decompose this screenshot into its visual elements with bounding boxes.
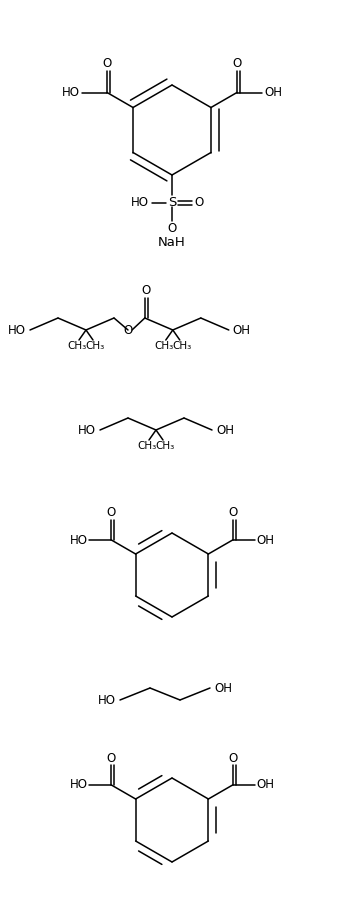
Text: HO: HO: [8, 323, 26, 337]
Text: OH: OH: [257, 534, 275, 547]
Text: CH₃: CH₃: [137, 441, 157, 451]
Text: OH: OH: [233, 323, 251, 337]
Text: O: O: [124, 323, 132, 337]
Text: CH₃: CH₃: [172, 341, 191, 351]
Text: NaH: NaH: [158, 235, 186, 249]
Text: OH: OH: [214, 682, 232, 695]
Text: HO: HO: [98, 694, 116, 706]
Text: OH: OH: [264, 86, 282, 99]
Text: OH: OH: [216, 423, 234, 437]
Text: CH₃: CH₃: [67, 341, 87, 351]
Text: O: O: [107, 752, 116, 765]
Text: O: O: [141, 284, 150, 298]
Text: O: O: [167, 222, 177, 234]
Text: HO: HO: [69, 534, 87, 547]
Text: O: O: [228, 507, 237, 519]
Text: O: O: [102, 57, 112, 70]
Text: OH: OH: [257, 778, 275, 792]
Text: HO: HO: [131, 196, 149, 210]
Text: S: S: [168, 196, 176, 210]
Text: O: O: [228, 752, 237, 765]
Text: O: O: [232, 57, 241, 70]
Text: CH₃: CH₃: [85, 341, 105, 351]
Text: HO: HO: [62, 86, 80, 99]
Text: O: O: [107, 507, 116, 519]
Text: CH₃: CH₃: [155, 441, 175, 451]
Text: HO: HO: [78, 423, 96, 437]
Text: CH₃: CH₃: [154, 341, 174, 351]
Text: O: O: [194, 196, 204, 210]
Text: HO: HO: [69, 778, 87, 792]
